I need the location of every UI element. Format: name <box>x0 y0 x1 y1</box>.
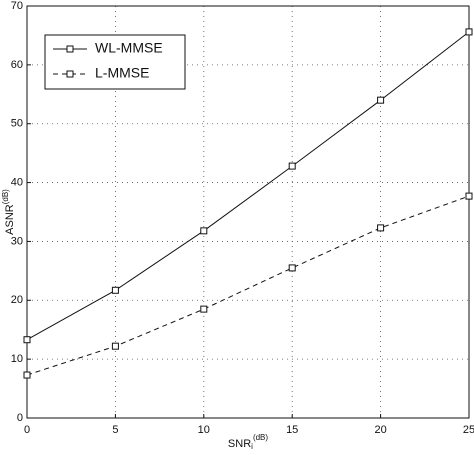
marker <box>377 224 385 232</box>
y-tick-label: 50 <box>11 118 23 130</box>
marker <box>66 45 74 53</box>
legend: WL-MMSE L-MMSE <box>44 34 186 90</box>
x-axis-label: SNRi(dB) <box>228 433 268 451</box>
marker <box>200 227 208 235</box>
x-label-sup: (dB) <box>253 433 268 442</box>
y-label-sup: (dB) <box>1 189 10 204</box>
x-label-sub: i <box>251 442 253 451</box>
marker <box>465 28 473 36</box>
y-axis-label: ASNR(dB) <box>1 189 16 235</box>
y-tick-label: 70 <box>11 0 23 12</box>
series-line <box>26 195 470 376</box>
y-tick-label: 20 <box>11 294 23 306</box>
marker <box>23 371 31 379</box>
marker <box>465 192 473 200</box>
y-tick-label: 0 <box>17 412 23 424</box>
marker <box>200 305 208 313</box>
series-line <box>26 31 470 341</box>
plot-frame <box>26 5 470 419</box>
marker <box>66 70 74 78</box>
y-tick-label: 60 <box>11 59 23 71</box>
y-tick-label: 30 <box>11 235 23 247</box>
marker <box>377 96 385 104</box>
y-tick-label: 10 <box>11 353 23 365</box>
x-tick-label: 0 <box>24 424 30 436</box>
marker <box>288 162 296 170</box>
marker <box>23 336 31 344</box>
x-tick-label: 5 <box>112 424 118 436</box>
x-tick-label: 15 <box>286 424 298 436</box>
marker <box>111 286 119 294</box>
y-label-main: ASNR <box>4 204 16 235</box>
legend-box <box>44 34 186 90</box>
legend-label: L-MMSE <box>95 65 149 81</box>
x-tick-label: 25 <box>463 424 474 436</box>
x-tick-label: 10 <box>198 424 210 436</box>
marker <box>288 264 296 272</box>
marker <box>111 342 119 350</box>
x-tick-label: 20 <box>374 424 386 436</box>
legend-label: WL-MMSE <box>95 40 163 56</box>
x-label-main: SNR <box>228 438 251 450</box>
y-tick-label: 40 <box>11 176 23 188</box>
